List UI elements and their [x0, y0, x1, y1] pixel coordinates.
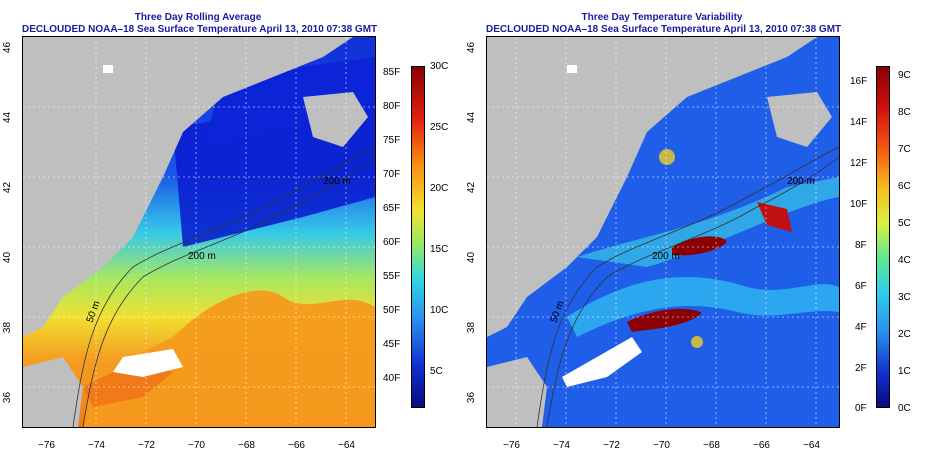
- isobath-label: 200 m: [323, 176, 351, 187]
- colorbar-f-label: 85F: [383, 67, 401, 78]
- colorbar-f-label: 80F: [383, 101, 401, 112]
- isobath-label: 200 m: [787, 176, 815, 187]
- right-map-title: Three Day Temperature Variability: [581, 12, 743, 23]
- left-map-title: Three Day Rolling Average: [134, 12, 262, 23]
- colorbar-f-label: 65F: [383, 203, 401, 214]
- colorbar-f-label: 40F: [383, 373, 401, 384]
- lon-tick-label: −74: [553, 440, 570, 451]
- colorbar-c-label: 1C: [898, 366, 911, 377]
- lon-tick-label: −72: [603, 440, 620, 451]
- colorbar-f-label: 50F: [383, 305, 401, 316]
- right-variability-map: 200 m 200 m 50 m: [486, 36, 840, 428]
- lat-tick-label: 36: [2, 391, 14, 404]
- colorbar-f-label: 60F: [383, 237, 401, 248]
- colorbar-f-label: 6F: [855, 281, 867, 292]
- lon-tick-label: −72: [138, 440, 155, 451]
- colorbar-f-label: 16F: [850, 76, 868, 87]
- lat-tick-label: 40: [2, 251, 14, 264]
- colorbar-c-label: 10C: [430, 305, 449, 316]
- colorbar-c-label: 5C: [430, 366, 443, 377]
- colorbar-f-label: 70F: [383, 169, 401, 180]
- lon-tick-label: −66: [753, 440, 770, 451]
- right-colorbar: [876, 66, 890, 408]
- lat-tick-label: 38: [2, 321, 14, 334]
- lon-tick-label: −66: [288, 440, 305, 451]
- colorbar-f-label: 10F: [850, 199, 868, 210]
- lon-tick-label: −68: [703, 440, 720, 451]
- colorbar-c-label: 30C: [430, 61, 449, 72]
- colorbar-f-label: 12F: [850, 158, 868, 169]
- lat-tick-label: 46: [466, 41, 478, 54]
- lon-tick-label: −68: [238, 440, 255, 451]
- lat-tick-label: 44: [466, 111, 478, 124]
- lon-tick-label: −76: [38, 440, 55, 451]
- colorbar-c-label: 0C: [898, 403, 911, 414]
- colorbar-c-label: 4C: [898, 255, 911, 266]
- left-map-graphic: [23, 37, 375, 427]
- colorbar-c-label: 2C: [898, 329, 911, 340]
- lat-tick-label: 42: [466, 181, 478, 194]
- left-colorbar: [411, 66, 425, 408]
- colorbar-f-label: 75F: [383, 135, 401, 146]
- colorbar-c-label: 5C: [898, 218, 911, 229]
- right-map-subtitle: DECLOUDED NOAA–18 Sea Surface Temperatur…: [486, 24, 842, 35]
- lat-tick-label: 46: [2, 41, 14, 54]
- lon-tick-label: −70: [653, 440, 670, 451]
- colorbar-c-label: 3C: [898, 292, 911, 303]
- colorbar-f-label: 14F: [850, 117, 868, 128]
- colorbar-f-label: 4F: [855, 322, 867, 333]
- colorbar-f-label: 0F: [855, 403, 867, 414]
- colorbar-c-label: 9C: [898, 70, 911, 81]
- lat-tick-label: 36: [466, 391, 478, 404]
- lon-tick-label: −70: [188, 440, 205, 451]
- lon-tick-label: −74: [88, 440, 105, 451]
- lat-tick-label: 44: [2, 111, 14, 124]
- colorbar-f-label: 8F: [855, 240, 867, 251]
- isobath-label: 200 m: [188, 251, 216, 262]
- lon-tick-label: −76: [503, 440, 520, 451]
- colorbar-c-label: 25C: [430, 122, 449, 133]
- lon-tick-label: −64: [803, 440, 820, 451]
- colorbar-c-label: 20C: [430, 183, 449, 194]
- left-map-subtitle: DECLOUDED NOAA–18 Sea Surface Temperatur…: [22, 24, 378, 35]
- lat-tick-label: 42: [2, 181, 14, 194]
- colorbar-c-label: 15C: [430, 244, 449, 255]
- right-map-graphic: [487, 37, 839, 427]
- colorbar-c-label: 8C: [898, 107, 911, 118]
- isobath-label: 200 m: [652, 251, 680, 262]
- left-sst-map: 200 m 200 m 50 m: [22, 36, 376, 428]
- colorbar-f-label: 55F: [383, 271, 401, 282]
- colorbar-c-label: 7C: [898, 144, 911, 155]
- lon-tick-label: −64: [338, 440, 355, 451]
- lat-tick-label: 40: [466, 251, 478, 264]
- colorbar-f-label: 45F: [383, 339, 401, 350]
- colorbar-f-label: 2F: [855, 363, 867, 374]
- lat-tick-label: 38: [466, 321, 478, 334]
- colorbar-c-label: 6C: [898, 181, 911, 192]
